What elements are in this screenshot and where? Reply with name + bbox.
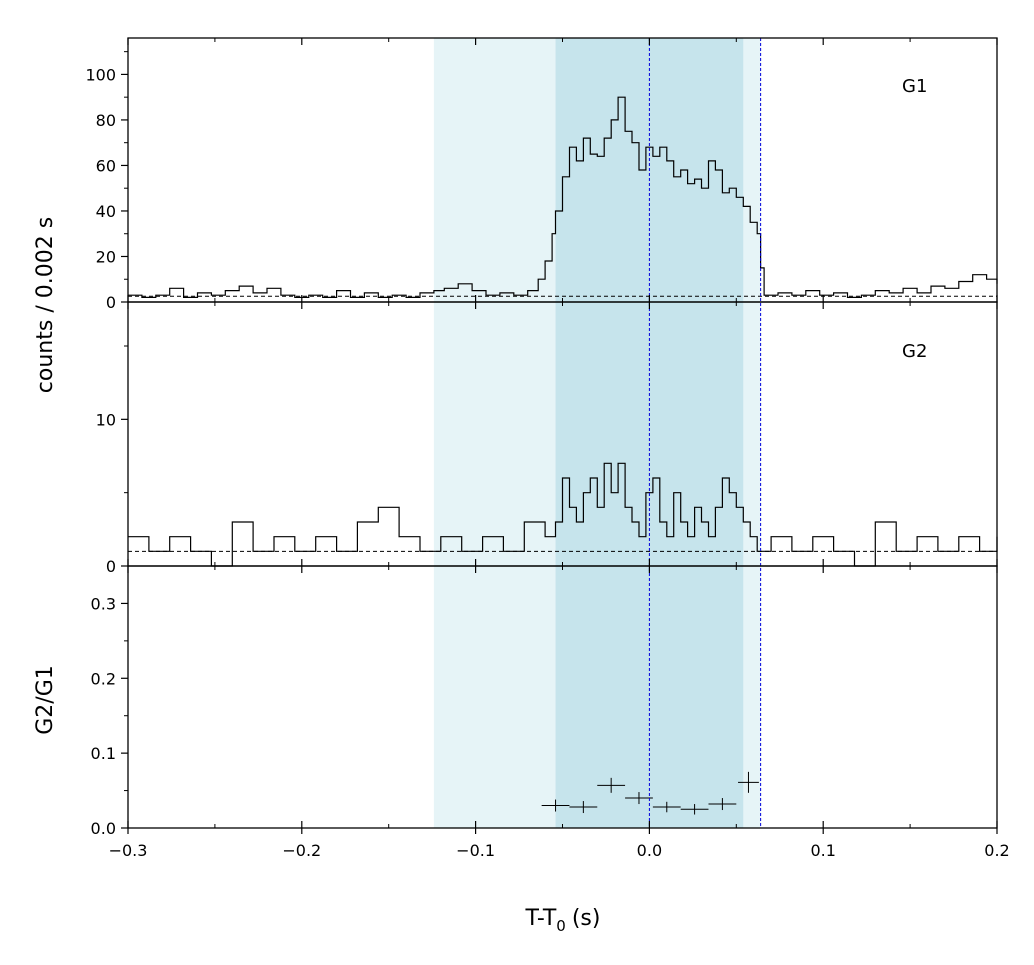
ytick-label-2-0: 0.0 [91, 819, 116, 838]
xtick-label-1: −0.2 [282, 841, 321, 860]
histogram-g2 [128, 462, 998, 567]
x-axis-label-sub: 0 [556, 917, 566, 935]
y-axis-label-counts: counts / 0.002 s [33, 217, 58, 393]
ytick-label-0-1: 20 [96, 247, 116, 266]
x-axis-label-unit: (s) [572, 906, 601, 931]
ytick-label-0-4: 80 [96, 111, 116, 130]
panel-label-g2: G2 [902, 341, 927, 362]
histogram-g1 [128, 96, 998, 298]
panel-label-g1: G1 [902, 76, 927, 97]
ytick-label-0-2: 40 [96, 202, 116, 221]
ytick-label-2-1: 0.1 [91, 744, 116, 763]
xtick-label-3: 0.0 [637, 841, 662, 860]
ytick-label-1-0: 0 [106, 557, 116, 576]
ytick-label-0-3: 60 [96, 156, 116, 175]
ytick-label-1-1: 10 [96, 410, 116, 429]
y-axis-label-ratio: G2/G1 [33, 665, 58, 735]
ytick-label-2-2: 0.2 [91, 669, 116, 688]
x-axis-label: T-T0 (s) [525, 906, 601, 935]
ytick-label-0-0: 0 [106, 293, 116, 312]
xtick-label-4: 0.1 [810, 841, 835, 860]
ytick-label-0-5: 100 [85, 65, 116, 84]
x-axis-label-main: T-T [525, 906, 557, 931]
xtick-label-0: −0.3 [109, 841, 148, 860]
xtick-label-5: 0.2 [984, 841, 1009, 860]
ytick-label-2-3: 0.3 [91, 594, 116, 613]
xtick-label-2: −0.1 [456, 841, 495, 860]
